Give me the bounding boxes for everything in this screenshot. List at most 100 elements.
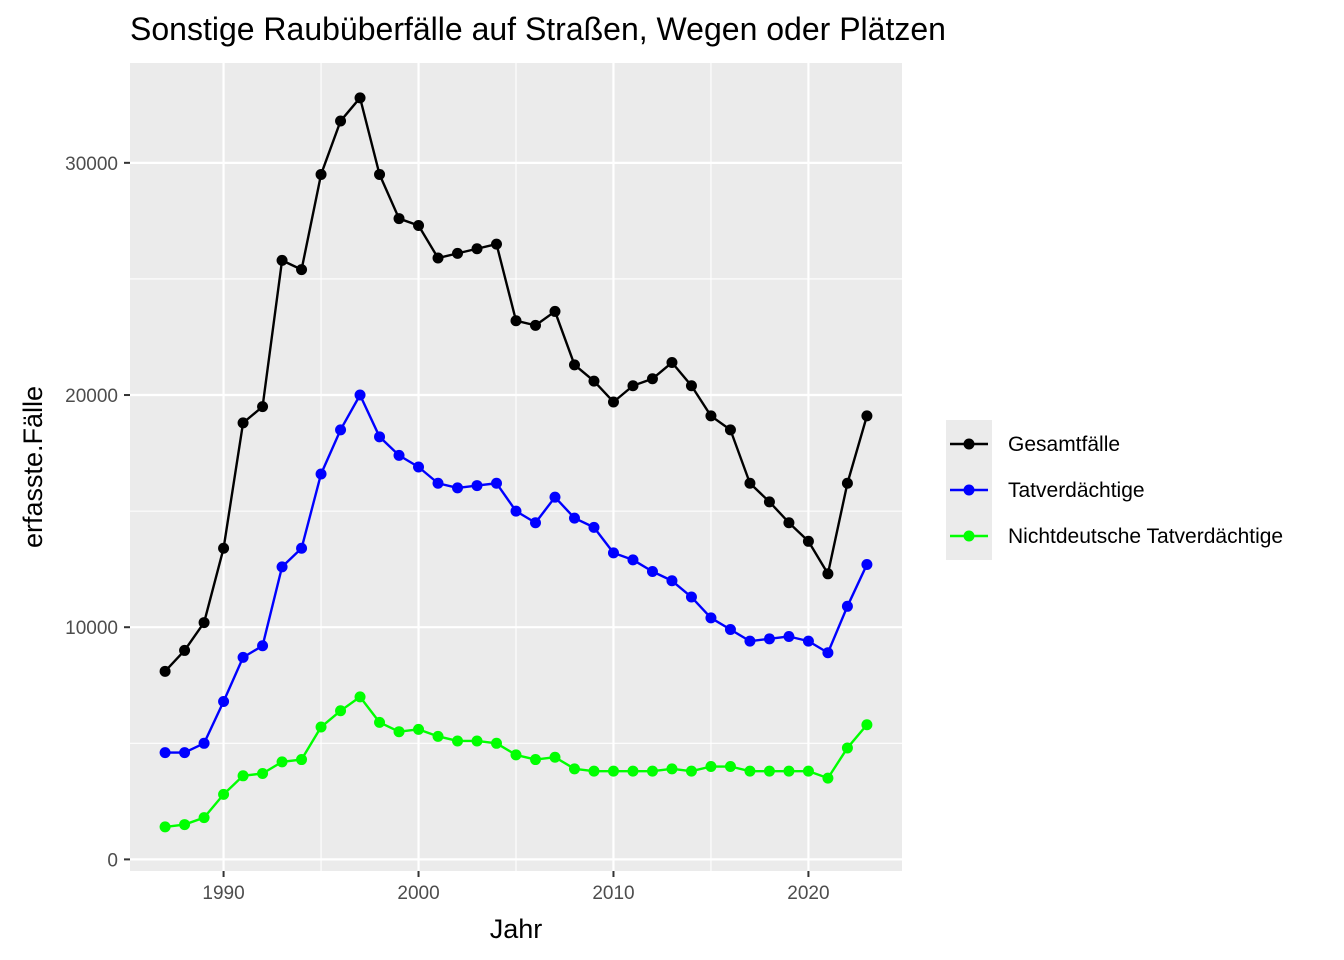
data-point	[607, 396, 619, 408]
data-point	[491, 737, 503, 749]
y-tick-label: 30000	[65, 154, 118, 175]
legend-key-point	[963, 484, 975, 496]
minor-gridlines	[130, 63, 902, 871]
data-point	[646, 565, 658, 577]
legend-label: Tatverdächtige	[1008, 479, 1145, 502]
y-tick-label: 20000	[65, 386, 118, 407]
data-point	[549, 305, 561, 317]
data-point	[763, 496, 775, 508]
data-point	[218, 788, 230, 800]
data-point	[296, 264, 308, 276]
y-tick-label: 0	[107, 850, 118, 871]
data-point	[315, 468, 327, 480]
data-point	[471, 735, 483, 747]
data-point	[861, 559, 873, 571]
data-point	[510, 315, 522, 327]
data-point	[335, 705, 347, 717]
data-point	[685, 765, 697, 777]
data-point	[646, 765, 658, 777]
data-point	[413, 220, 425, 232]
data-point	[588, 375, 600, 387]
x-tick-label: 2000	[397, 883, 439, 904]
data-point	[529, 319, 541, 331]
data-point	[627, 554, 639, 566]
data-point	[354, 92, 366, 104]
data-point	[276, 561, 288, 573]
data-point	[471, 480, 483, 492]
data-point	[335, 115, 347, 127]
data-point	[646, 373, 658, 385]
data-point	[783, 630, 795, 642]
series-0	[159, 92, 873, 677]
data-point	[627, 765, 639, 777]
data-point	[315, 168, 327, 180]
data-point	[335, 424, 347, 436]
data-point	[744, 635, 756, 647]
data-point	[568, 763, 580, 775]
data-point	[841, 477, 853, 489]
data-point	[491, 477, 503, 489]
data-point	[179, 747, 191, 759]
data-point	[374, 168, 386, 180]
data-point	[159, 665, 171, 677]
data-point	[588, 521, 600, 533]
data-point	[724, 624, 736, 636]
data-point	[705, 761, 717, 773]
y-tick-label: 10000	[65, 618, 118, 639]
data-point	[471, 243, 483, 255]
major-gridlines	[130, 63, 902, 871]
data-point	[685, 380, 697, 392]
data-point	[257, 640, 269, 652]
data-point	[276, 254, 288, 266]
axis-ticks	[124, 161, 810, 877]
x-tick-label: 1990	[202, 883, 244, 904]
data-point	[237, 770, 249, 782]
data-point	[432, 730, 444, 742]
data-point	[198, 812, 210, 824]
x-axis-title: Jahr	[490, 914, 543, 944]
data-point	[783, 517, 795, 529]
data-point	[432, 252, 444, 264]
data-point	[452, 482, 464, 494]
legend-key-point	[963, 530, 975, 542]
data-point	[861, 719, 873, 731]
data-point	[198, 617, 210, 629]
data-point	[549, 751, 561, 763]
data-point	[822, 568, 834, 580]
data-point	[529, 517, 541, 529]
data-point	[491, 238, 503, 250]
data-point	[374, 716, 386, 728]
data-point	[783, 765, 795, 777]
data-point	[315, 721, 327, 733]
data-point	[568, 359, 580, 371]
data-point	[763, 633, 775, 645]
data-point	[607, 765, 619, 777]
data-point	[257, 401, 269, 413]
data-point	[179, 644, 191, 656]
data-point	[744, 765, 756, 777]
data-point	[276, 756, 288, 768]
data-point	[198, 737, 210, 749]
data-point	[705, 410, 717, 422]
data-point	[588, 765, 600, 777]
data-point	[413, 461, 425, 473]
data-point	[861, 410, 873, 422]
data-point	[354, 691, 366, 703]
data-point	[705, 612, 717, 624]
data-point	[432, 477, 444, 489]
data-point	[529, 754, 541, 766]
data-point	[627, 380, 639, 392]
data-point	[822, 647, 834, 659]
data-point	[374, 431, 386, 443]
tick-labels: 1990 2000 2010 2020 0 10000 20000 30000	[65, 154, 829, 904]
legend: Gesamtfälle Tatverdächtige Nichtdeutsche T…	[946, 420, 1283, 560]
legend-key-point	[963, 438, 975, 450]
data-point	[452, 247, 464, 259]
data-point	[218, 696, 230, 708]
data-point	[510, 749, 522, 761]
data-point	[666, 357, 678, 369]
data-point	[159, 821, 171, 833]
legend-label: Nichtdeutsche Tatverdächtige	[1008, 525, 1283, 548]
data-point	[393, 213, 405, 225]
